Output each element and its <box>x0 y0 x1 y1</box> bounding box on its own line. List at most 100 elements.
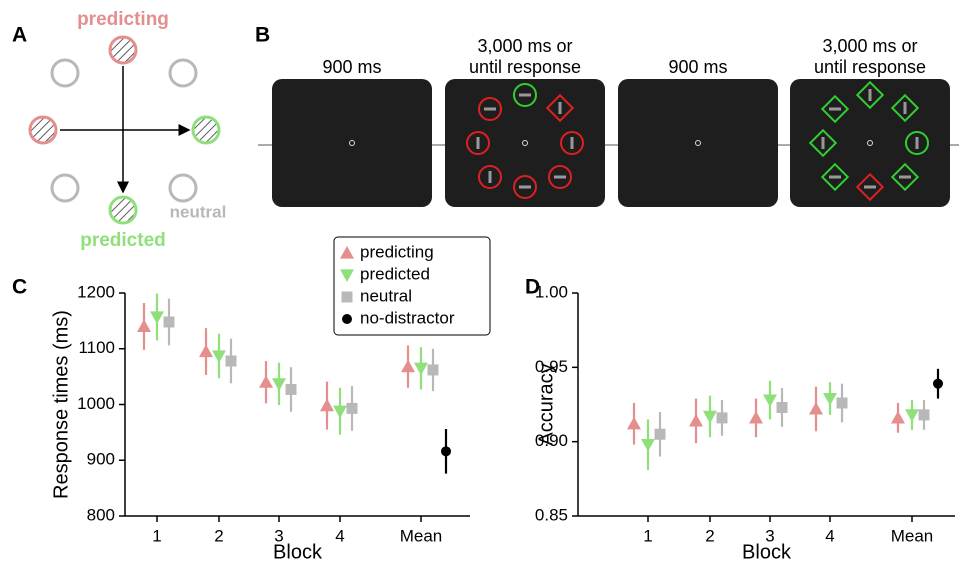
marker <box>654 428 666 440</box>
y-tick-label: 0.90 <box>535 431 568 450</box>
screen <box>790 79 950 207</box>
marker <box>905 409 919 422</box>
stimulus <box>890 162 920 192</box>
location <box>168 173 198 203</box>
fixation <box>867 140 873 146</box>
x-tick-label: 4 <box>335 526 344 545</box>
stimulus <box>855 172 885 202</box>
label: predicting <box>77 9 169 30</box>
stimulus <box>478 97 502 121</box>
marker <box>163 316 175 328</box>
marker <box>285 383 297 395</box>
marker <box>716 412 728 424</box>
x-axis-label: Block <box>273 541 323 563</box>
x-tick-label: Mean <box>400 526 443 545</box>
y-tick-label: 800 <box>87 505 115 524</box>
marker <box>137 319 151 333</box>
marker <box>627 416 641 430</box>
stimulus <box>560 131 584 155</box>
marker <box>763 394 777 408</box>
marker <box>809 401 823 415</box>
marker <box>150 311 164 324</box>
marker <box>333 405 347 419</box>
marker <box>918 409 930 421</box>
marker <box>341 291 353 303</box>
legend-label: predicting <box>360 242 434 261</box>
marker <box>703 410 717 424</box>
marker <box>749 410 763 424</box>
predicting-location <box>28 115 58 145</box>
fixation <box>522 140 528 146</box>
stimulus <box>820 162 850 192</box>
screen <box>272 79 432 207</box>
x-axis-label: Block <box>742 541 792 563</box>
charts: 800 900 1000 1100 1200 1 2 3 4 Mean Block Response … <box>50 236 955 563</box>
panel-label: A <box>12 24 27 47</box>
x-tick-label: 3 <box>274 526 283 545</box>
marker <box>320 398 334 412</box>
marker <box>342 314 352 324</box>
predicted-location <box>191 115 221 145</box>
stimulus <box>478 165 502 189</box>
marker <box>776 401 788 413</box>
stimulus <box>548 165 572 189</box>
x-tick-label: 2 <box>214 526 223 545</box>
y-tick-label: 1100 <box>78 338 115 357</box>
legend-label: predicted <box>360 264 430 283</box>
y-tick-label: 1200 <box>77 282 115 301</box>
location <box>50 58 80 88</box>
fixation <box>349 140 355 146</box>
timeline-caption: 900 ms <box>322 57 381 77</box>
marker <box>441 446 451 457</box>
marker <box>427 364 439 376</box>
x-tick-label: Mean <box>891 526 934 545</box>
y-tick-label: 1.00 <box>535 282 568 301</box>
panel-label: C <box>12 276 27 299</box>
x-tick-label: 2 <box>705 526 714 545</box>
stimulus <box>513 83 537 107</box>
predicting-location <box>108 35 138 65</box>
screen <box>618 79 778 207</box>
marker <box>933 378 943 389</box>
marker <box>199 344 213 358</box>
timeline-caption: 900 ms <box>668 57 727 77</box>
diagram: predicting predicted neutral <box>28 9 227 251</box>
marker <box>225 355 237 367</box>
marker <box>212 350 226 363</box>
label: neutral <box>170 202 227 221</box>
stimulus <box>545 93 575 123</box>
location <box>50 173 80 203</box>
stimulus <box>513 175 537 199</box>
panel-label: B <box>255 24 270 47</box>
stimulus <box>808 128 838 158</box>
fixation <box>695 140 701 146</box>
marker <box>340 246 354 259</box>
y-axis-label: Response times (ms) <box>50 310 72 499</box>
y-axis-label: Accuracy <box>535 363 557 445</box>
marker <box>689 413 703 427</box>
y-tick-label: 1000 <box>77 394 115 413</box>
marker <box>259 375 273 388</box>
legend-label: neutral <box>360 286 412 305</box>
y-tick-label: 900 <box>87 450 115 469</box>
legend-label: no-distractor <box>360 308 455 327</box>
x-tick-label: 4 <box>825 526 834 545</box>
marker <box>272 378 286 391</box>
stimulus <box>855 80 885 110</box>
marker <box>340 269 354 282</box>
marker <box>414 362 428 376</box>
marker <box>401 359 415 373</box>
timeline-caption: 3,000 ms or <box>822 36 917 56</box>
y-tick-label: 0.85 <box>535 505 568 524</box>
x-tick-label: 3 <box>765 526 774 545</box>
marker <box>836 397 848 409</box>
stimulus <box>820 94 850 124</box>
predicted-location <box>108 195 138 225</box>
y-tick-label: 0.95 <box>535 357 568 376</box>
location <box>168 58 198 88</box>
timeline-caption: until response <box>469 57 581 77</box>
timeline-caption: 3,000 ms or <box>477 36 572 56</box>
screen <box>445 79 605 207</box>
